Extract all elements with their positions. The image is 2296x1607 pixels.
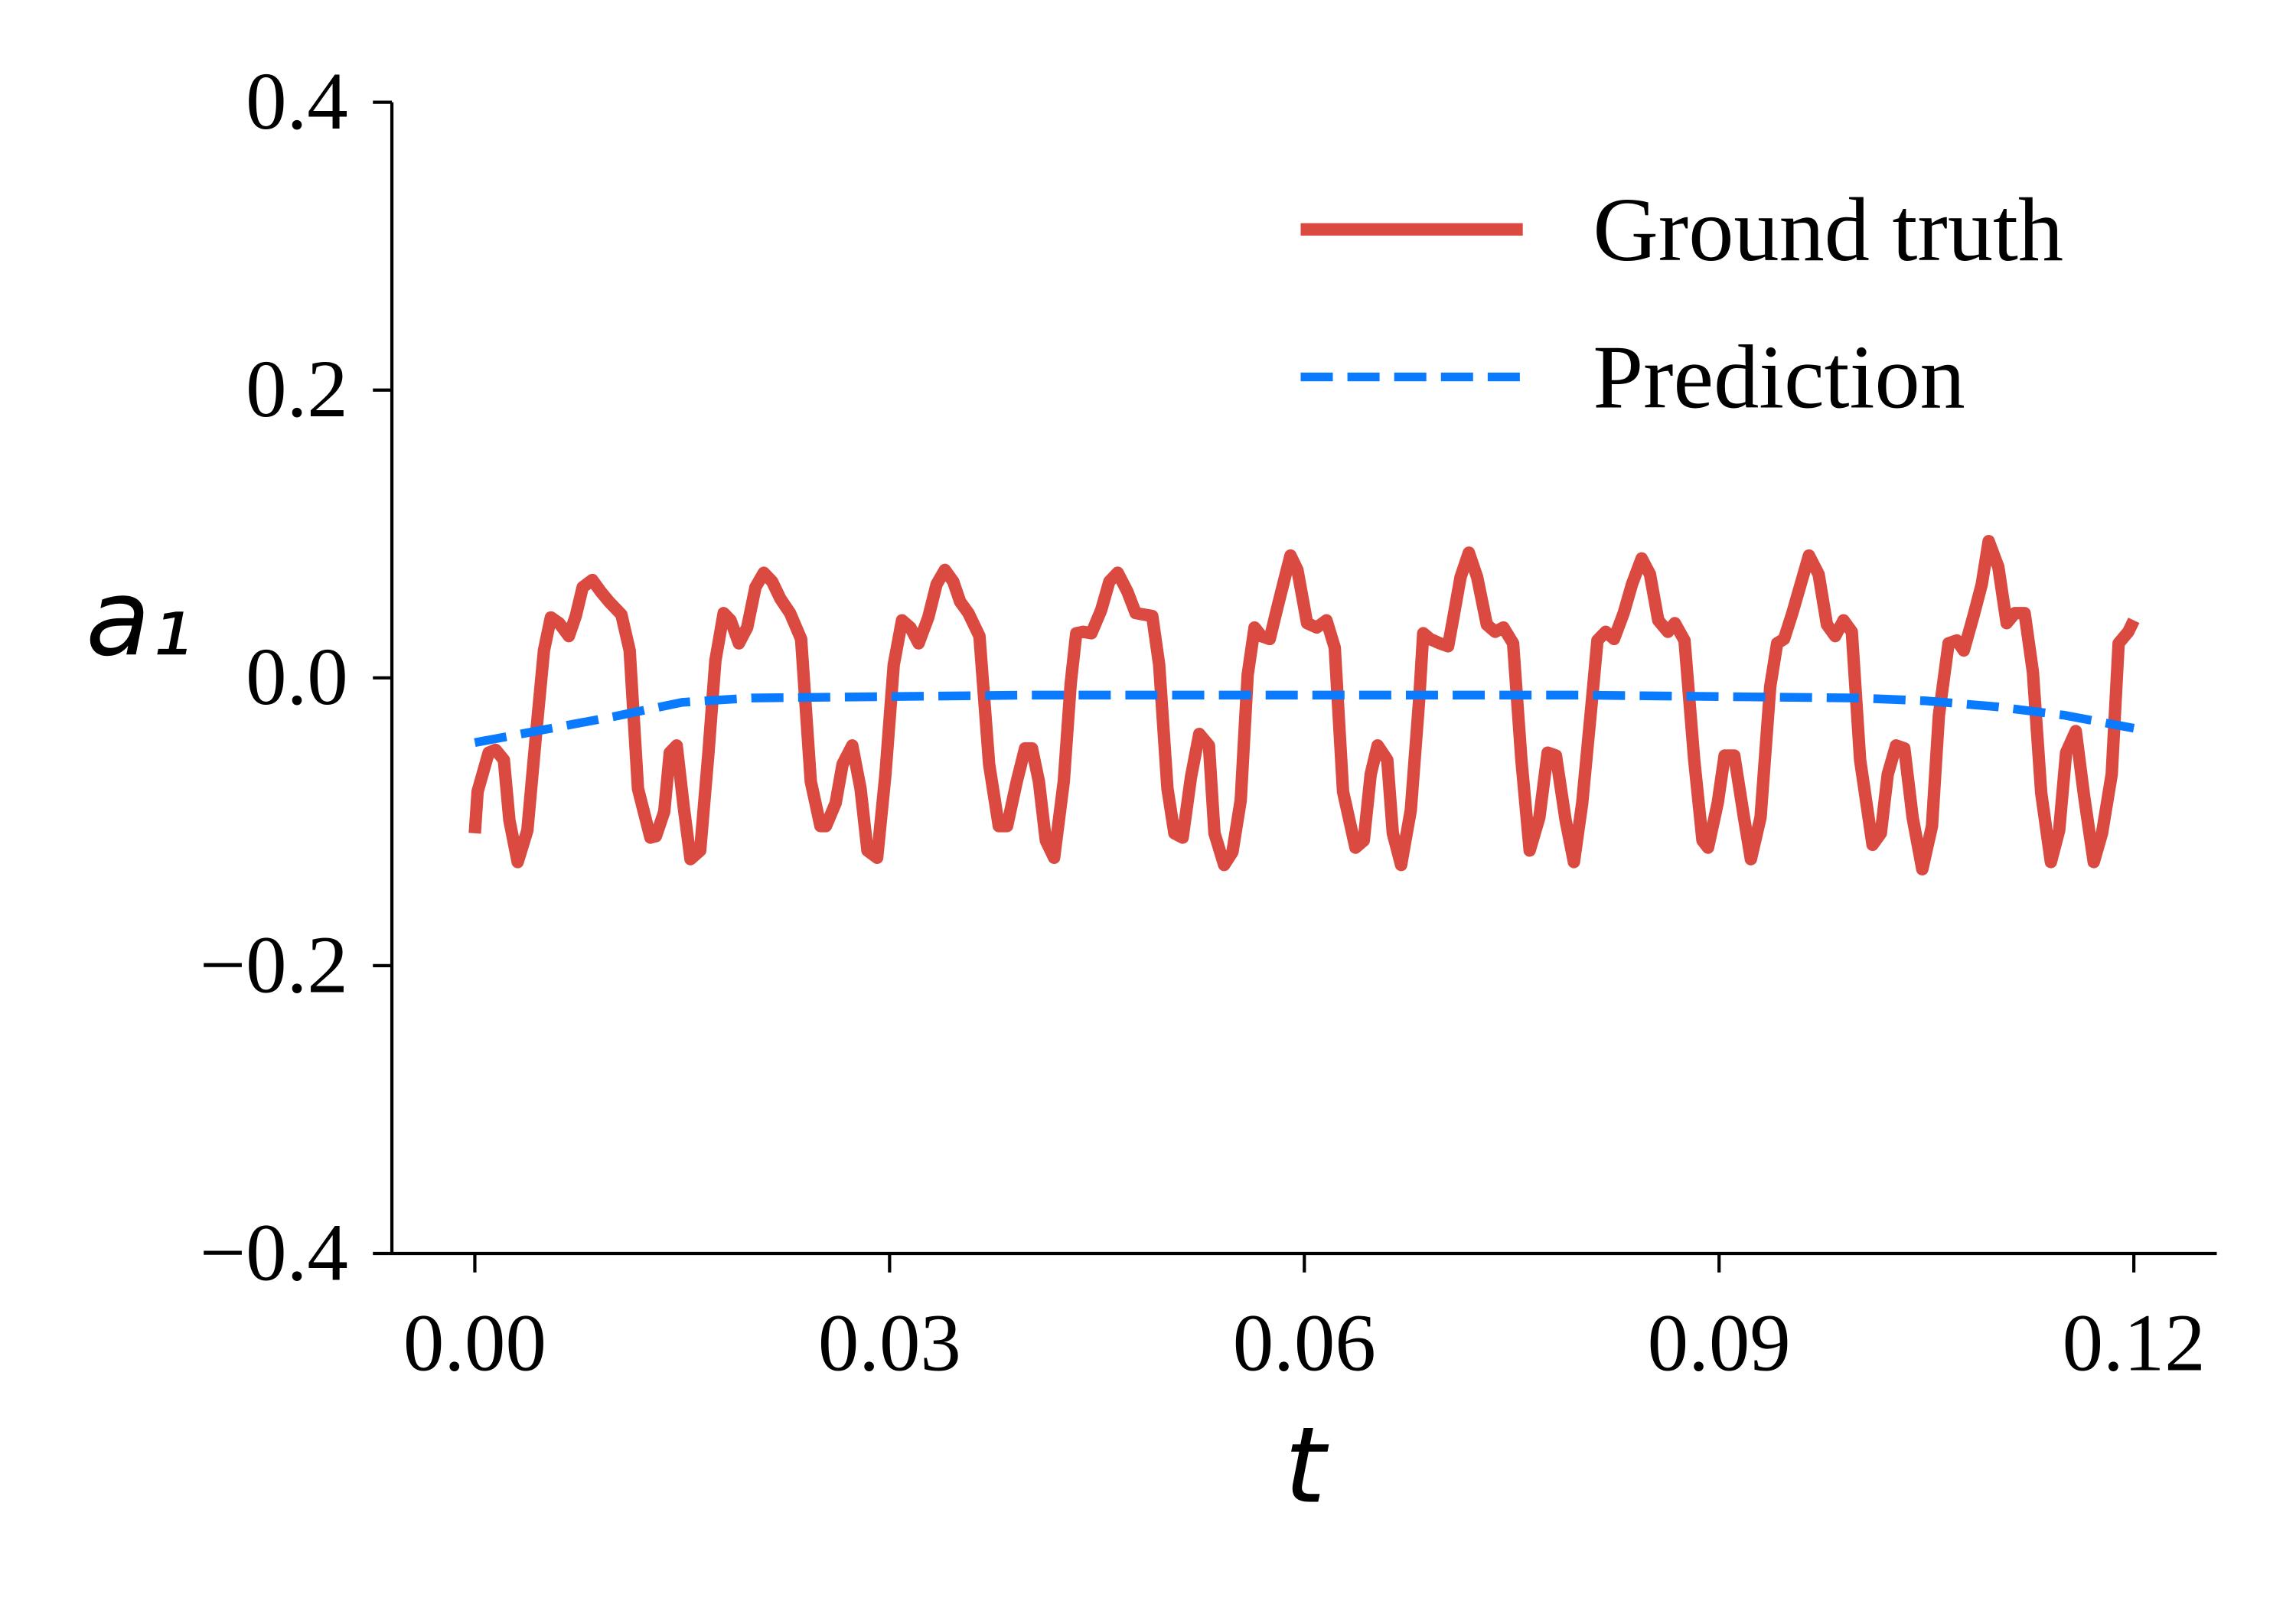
x-tick-label: 0.12 bbox=[2063, 1299, 2206, 1389]
x-axis-label: t bbox=[1284, 1405, 1329, 1527]
y-axis-label: a₁ bbox=[86, 557, 192, 680]
prediction-line bbox=[474, 690, 2135, 748]
y-tick-label: 0.2 bbox=[246, 344, 348, 435]
y-tick-label: −0.4 bbox=[200, 1208, 348, 1298]
y-tick-label: 0.0 bbox=[246, 632, 348, 722]
legend-label: Prediction bbox=[1593, 328, 1965, 428]
x-tick-label: 0.06 bbox=[1233, 1299, 1376, 1389]
x-tick-label: 0.03 bbox=[818, 1299, 961, 1389]
x-tick-label: 0.00 bbox=[403, 1299, 546, 1389]
y-tick-label: 0.4 bbox=[246, 57, 348, 147]
x-tick-label: 0.09 bbox=[1648, 1299, 1791, 1389]
ground-truth-line bbox=[468, 535, 2140, 876]
y-tick-label: −0.2 bbox=[200, 920, 348, 1010]
legend-label: Ground truth bbox=[1593, 180, 2063, 280]
